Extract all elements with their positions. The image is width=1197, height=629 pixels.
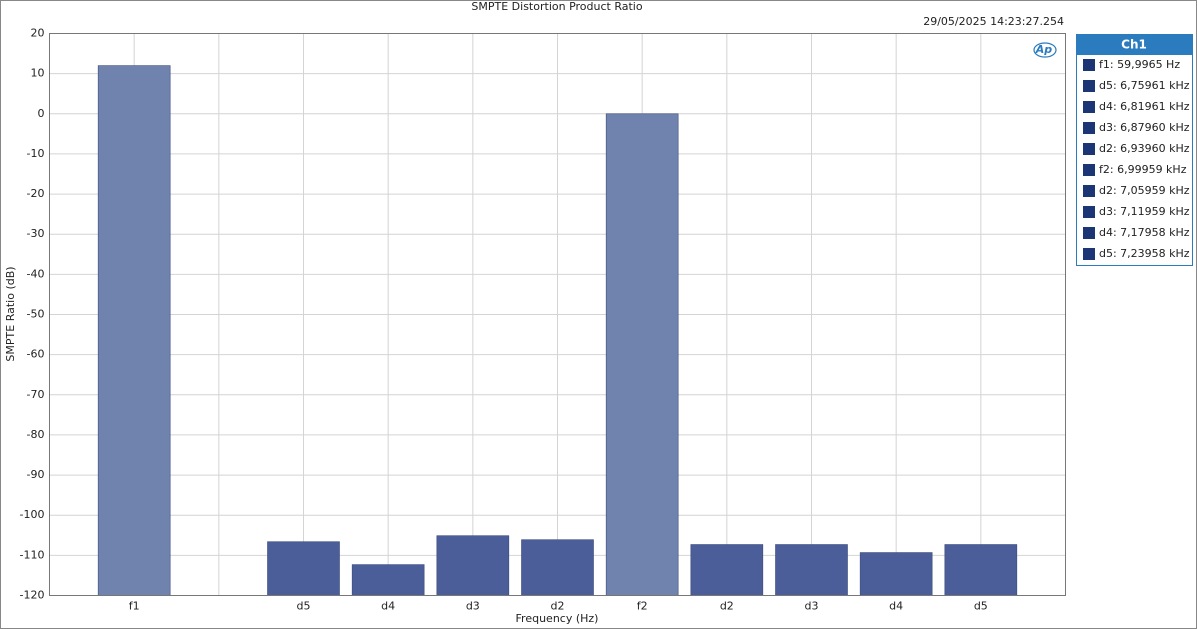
y-tick-label: 0	[38, 107, 45, 120]
x-tick-label: f1	[129, 600, 140, 613]
legend-entry: d5: 6,75961 kHz	[1099, 79, 1190, 92]
legend-box	[1076, 34, 1193, 266]
legend-swatch	[1083, 206, 1095, 218]
chart-title: SMPTE Distortion Product Ratio	[471, 0, 642, 13]
bar	[859, 552, 933, 596]
y-tick-label: -20	[27, 187, 45, 200]
logo: Ap	[1035, 43, 1053, 56]
legend-swatch	[1083, 80, 1095, 92]
x-tick-label: d4	[381, 600, 395, 613]
x-tick-label: d3	[466, 600, 480, 613]
legend-entry: f2: 6,99959 kHz	[1099, 163, 1187, 176]
y-tick-label: -90	[27, 468, 45, 481]
legend-swatch	[1083, 185, 1095, 197]
legend-swatch	[1083, 227, 1095, 239]
x-tick-label: d2	[551, 600, 565, 613]
timestamp: 29/05/2025 14:23:27.254	[923, 15, 1064, 28]
y-tick-label: -120	[20, 589, 45, 602]
y-tick-label: -100	[20, 508, 45, 521]
x-tick-label: d5	[974, 600, 988, 613]
y-tick-label: -10	[27, 147, 45, 160]
y-tick-label: -70	[27, 388, 45, 401]
y-tick-label: -50	[27, 308, 45, 321]
logo-ring	[1033, 42, 1057, 58]
x-axis-label: Frequency (Hz)	[516, 612, 599, 625]
y-tick-label: -110	[20, 548, 45, 561]
bar	[351, 564, 425, 596]
legend-entry: d3: 6,87960 kHz	[1099, 121, 1190, 134]
legend-title: Ch1	[1121, 38, 1147, 52]
y-tick-label: -60	[27, 348, 45, 361]
legend-swatch	[1083, 101, 1095, 113]
x-tick-label: d5	[297, 600, 311, 613]
plot-border	[49, 33, 1066, 596]
bar	[436, 535, 510, 596]
legend-swatch	[1083, 59, 1095, 71]
bar	[521, 539, 594, 596]
legend-entry: d5: 7,23958 kHz	[1099, 247, 1190, 260]
legend: f1: 59,9965 Hz d5: 6,75961 kHz d4: 6,81961…	[1083, 58, 1190, 260]
bar	[267, 541, 340, 596]
y-tick-label: -30	[27, 227, 45, 240]
legend-entry: d4: 7,17958 kHz	[1099, 226, 1190, 239]
legend-entry: d3: 7,11959 kHz	[1099, 205, 1190, 218]
y-tick-label: 10	[31, 67, 45, 80]
bar	[944, 544, 1018, 596]
legend-header	[1077, 35, 1192, 55]
bars	[97, 65, 1018, 596]
y-tick-label: 20	[31, 27, 45, 40]
bar	[690, 544, 764, 596]
legend-swatch	[1083, 164, 1095, 176]
legend-swatch	[1083, 248, 1095, 260]
y-axis-label: SMPTE Ratio (dB)	[4, 266, 17, 361]
legend-swatch	[1083, 122, 1095, 134]
legend-swatch	[1083, 143, 1095, 155]
x-tick-label: d2	[720, 600, 734, 613]
x-tick-label: d4	[889, 600, 903, 613]
x-tick-label: d3	[805, 600, 819, 613]
y-tick-label: -40	[27, 267, 45, 280]
legend-entry: d4: 6,81961 kHz	[1099, 100, 1190, 113]
bar	[97, 65, 171, 596]
x-tick-label: f2	[637, 600, 648, 613]
bar	[775, 544, 848, 596]
legend-entry: f1: 59,9965 Hz	[1099, 58, 1180, 71]
legend-entry: d2: 7,05959 kHz	[1099, 184, 1190, 197]
legend-entry: d2: 6,93960 kHz	[1099, 142, 1190, 155]
y-tick-label: -80	[27, 428, 45, 441]
bar	[605, 113, 679, 596]
